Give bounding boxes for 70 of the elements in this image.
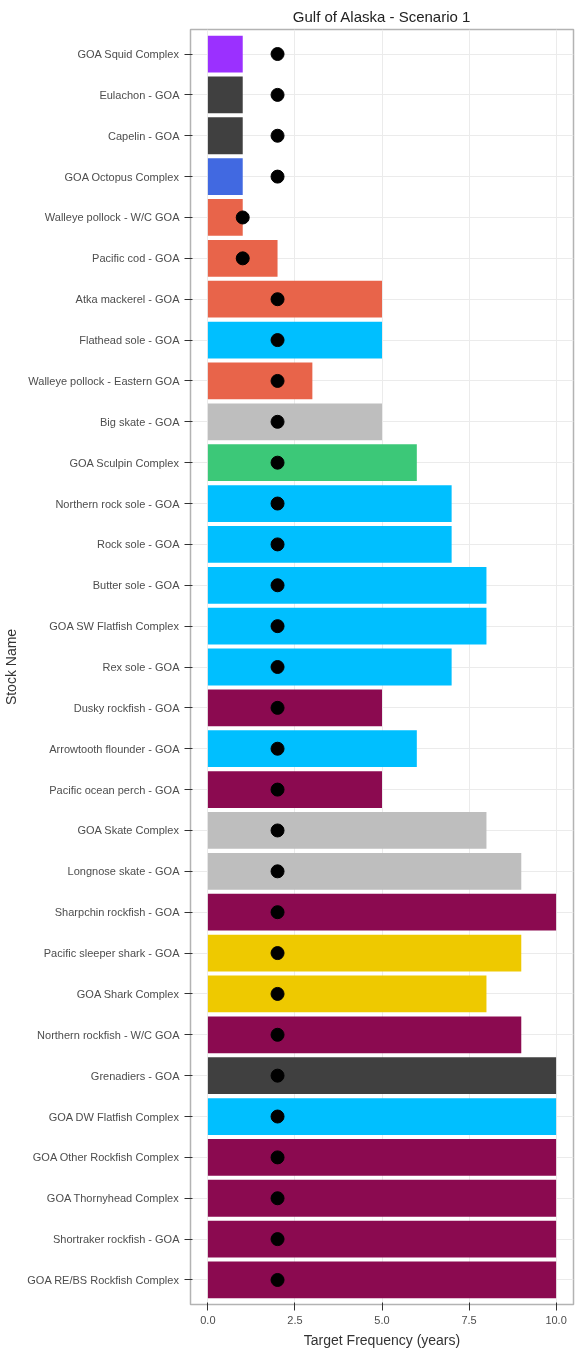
- y-tick-label: Pacific sleeper shark - GOA: [43, 947, 181, 960]
- y-tick-label: GOA Shark Complex: [76, 987, 180, 1000]
- bar: [207, 444, 417, 482]
- bar: [207, 771, 382, 808]
- bar: [207, 1261, 557, 1299]
- bar: [207, 812, 487, 849]
- y-tick-label: GOA Other Rockfish Complex: [32, 1151, 180, 1164]
- y-tick-label: Shortraker rockfish - GOA: [52, 1233, 181, 1246]
- bar: [207, 1016, 522, 1054]
- bar: [207, 158, 243, 195]
- y-tick-label: GOA SW Flatfish Complex: [49, 620, 180, 633]
- x-tick-label: 2.5: [287, 1313, 303, 1326]
- bar: [207, 893, 557, 931]
- y-tick-label: Walleye pollock - Eastern GOA: [28, 374, 181, 387]
- y-tick-label: Walleye pollock - W/C GOA: [44, 211, 181, 224]
- y-tick-label: Rock sole - GOA: [96, 538, 181, 551]
- y-tick-label: Eulachon - GOA: [99, 88, 181, 101]
- x-axis-title: Target Frequency (years): [303, 1331, 461, 1348]
- y-tick-label: Atka mackerel - GOA: [75, 293, 181, 306]
- bar: [207, 607, 487, 645]
- bar: [207, 1220, 557, 1258]
- y-tick-label: Dusky rockfish - GOA: [73, 701, 181, 714]
- bar: [207, 403, 382, 441]
- bar: [207, 321, 382, 359]
- bar: [207, 689, 382, 727]
- bar: [207, 975, 487, 1013]
- y-tick-label: Pacific ocean perch - GOA: [49, 783, 181, 796]
- y-axis-title: Stock Name: [3, 628, 20, 706]
- y-tick-label: Flathead sole - GOA: [79, 334, 181, 347]
- bar: [207, 362, 313, 400]
- bar: [207, 239, 278, 277]
- y-tick-label: Northern rock sole - GOA: [55, 497, 181, 510]
- y-tick-label: Longnose skate - GOA: [67, 865, 181, 878]
- x-tick-label: 7.5: [461, 1313, 477, 1326]
- y-tick-label: GOA Sculpin Complex: [69, 456, 180, 469]
- y-tick-label: Pacific cod - GOA: [92, 252, 181, 265]
- y-tick-label: GOA Skate Complex: [77, 824, 180, 837]
- y-tick-label: GOA DW Flatfish Complex: [48, 1110, 180, 1123]
- y-tick-label: Big skate - GOA: [100, 415, 181, 428]
- bar: [207, 730, 417, 768]
- chart-title: Gulf of Alaska - Scenario 1: [292, 7, 471, 25]
- bar: [207, 117, 243, 155]
- bar: [207, 35, 243, 73]
- y-tick-label: GOA Squid Complex: [77, 48, 180, 61]
- bar: [207, 934, 522, 972]
- y-tick-label: Grenadiers - GOA: [90, 1069, 181, 1082]
- y-tick-label: Northern rockfish - W/C GOA: [37, 1028, 181, 1041]
- bar: [207, 485, 452, 522]
- y-tick-label: Arrowtooth flounder - GOA: [49, 742, 181, 755]
- y-tick-label: GOA Thornyhead Complex: [46, 1192, 180, 1205]
- y-tick-label: Rex sole - GOA: [102, 661, 181, 673]
- x-tick-label: 0.0: [200, 1313, 216, 1326]
- x-tick-label: 5.0: [374, 1313, 390, 1326]
- bar: [207, 280, 382, 318]
- y-tick-label: Sharpchin rockfish - GOA: [54, 906, 181, 919]
- bar: [207, 566, 487, 604]
- y-tick-label: GOA RE/BS Rockfish Complex: [27, 1273, 180, 1286]
- y-tick-label: Butter sole - GOA: [92, 579, 181, 592]
- x-tick-label: 10.0: [545, 1313, 567, 1326]
- y-tick-label: GOA Octopus Complex: [64, 170, 180, 183]
- bar: [207, 1098, 557, 1135]
- bar: [207, 526, 452, 563]
- bar: [207, 76, 243, 114]
- bar: [207, 1179, 557, 1217]
- bar: [207, 852, 522, 890]
- y-tick-label: Capelin - GOA: [107, 129, 181, 142]
- bar: [207, 648, 452, 686]
- bar: [207, 199, 243, 236]
- bar: [207, 1057, 557, 1095]
- bar: [207, 1139, 557, 1176]
